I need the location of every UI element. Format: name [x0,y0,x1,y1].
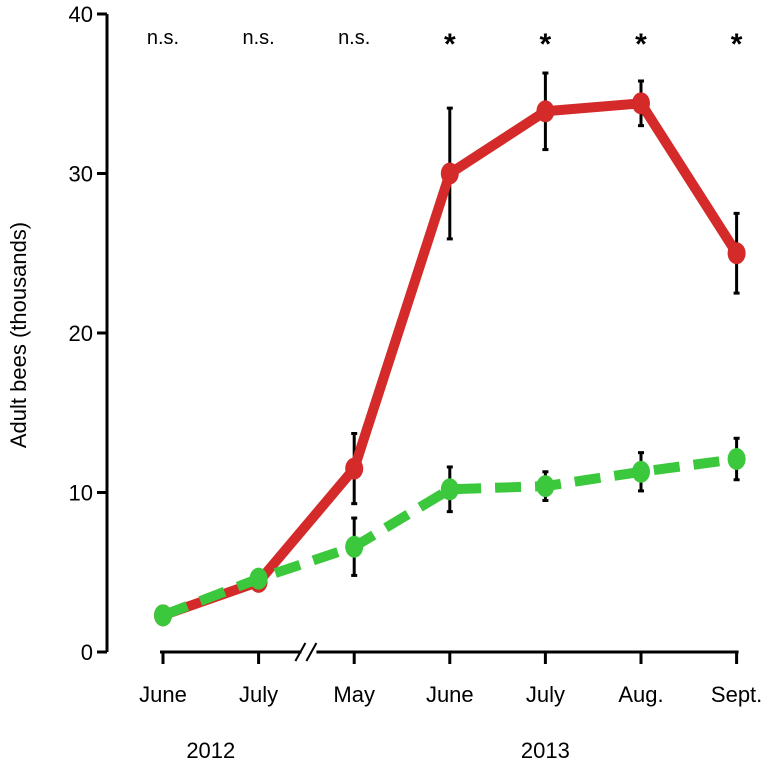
y-tick-label: 30 [69,162,93,187]
x-tick-label: Sept. [711,682,762,707]
data-point [536,100,555,123]
significance-label: n.s. [338,27,370,49]
y-tick-label: 40 [69,2,93,27]
data-point [727,242,746,265]
x-tick-label: July [239,682,278,707]
significance-label: * [731,28,743,61]
data-point [249,567,268,590]
axis-break-mark [305,642,318,662]
axis-break-mark [294,642,307,662]
series-lines [154,92,746,627]
x-tick-label: May [333,682,375,707]
significance-labels: n.s. n.s. n.s. * * * * [147,27,743,61]
data-point [154,604,172,627]
y-axis-label: Adult bees (thousands) [6,222,31,448]
year-labels: 2012 2013 [186,738,570,763]
significance-label: n.s. [147,27,179,49]
x-tick-label: June [426,682,474,707]
y-axis: 0 10 20 30 40 [69,2,109,665]
data-point [632,92,650,115]
significance-label: * [540,28,552,61]
significance-label: * [635,28,647,61]
x-tick-label: June [139,682,187,707]
y-tick-label: 0 [81,640,93,665]
x-axis: June July May June July Aug. Sept. [139,642,762,707]
year-label: 2013 [521,738,570,763]
year-label: 2012 [186,738,235,763]
data-point [440,162,459,185]
significance-label: n.s. [242,27,274,49]
data-point [727,448,746,471]
data-point [536,475,555,498]
x-tick-label: Aug. [618,682,663,707]
y-tick-label: 20 [69,321,93,346]
data-point [345,457,364,480]
data-point [632,460,650,483]
significance-label: * [444,28,456,61]
data-point [345,535,364,558]
y-tick-label: 10 [69,481,93,506]
data-point [440,478,459,501]
error-bars [351,71,740,577]
x-tick-label: July [526,682,565,707]
